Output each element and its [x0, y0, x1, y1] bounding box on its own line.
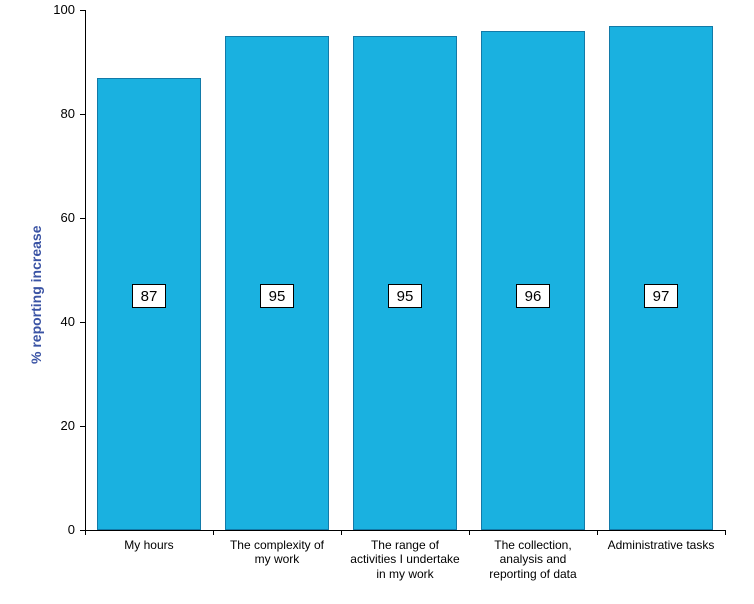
x-tick-label: The collection,analysis andreporting of …: [475, 538, 591, 581]
x-tick-mark: [213, 530, 214, 535]
y-tick-label: 100: [40, 2, 75, 17]
x-tick-mark: [725, 530, 726, 535]
y-axis-title: % reporting increase: [28, 225, 44, 364]
bar-chart: % reporting increase 0 20 40 60 80 100 87 My ho…: [0, 0, 754, 604]
y-tick-label: 0: [40, 522, 75, 537]
y-tick-label: 40: [40, 314, 75, 329]
x-tick-mark: [85, 530, 86, 535]
y-tick-label: 20: [40, 418, 75, 433]
y-tick: [80, 10, 85, 11]
bar-value-label: 95: [388, 284, 422, 308]
y-axis-line: [85, 10, 86, 530]
bar: [225, 36, 330, 530]
bar: [481, 31, 586, 530]
y-tick-label: 60: [40, 210, 75, 225]
bar-value-label: 96: [516, 284, 550, 308]
bar-value-label: 87: [132, 284, 166, 308]
x-axis-line: [85, 530, 725, 531]
bar: [353, 36, 458, 530]
y-tick-label: 80: [40, 106, 75, 121]
y-tick: [80, 218, 85, 219]
bar-value-label: 97: [644, 284, 678, 308]
x-tick-label: Administrative tasks: [603, 538, 719, 552]
y-tick: [80, 114, 85, 115]
x-tick-label: My hours: [91, 538, 207, 552]
x-tick-mark: [469, 530, 470, 535]
y-tick: [80, 426, 85, 427]
x-tick-mark: [341, 530, 342, 535]
x-tick-label: The complexity ofmy work: [219, 538, 335, 567]
bar: [609, 26, 714, 530]
x-tick-mark: [597, 530, 598, 535]
x-tick-label: The range ofactivities I undertakein my …: [347, 538, 463, 581]
bar-value-label: 95: [260, 284, 294, 308]
y-tick: [80, 322, 85, 323]
